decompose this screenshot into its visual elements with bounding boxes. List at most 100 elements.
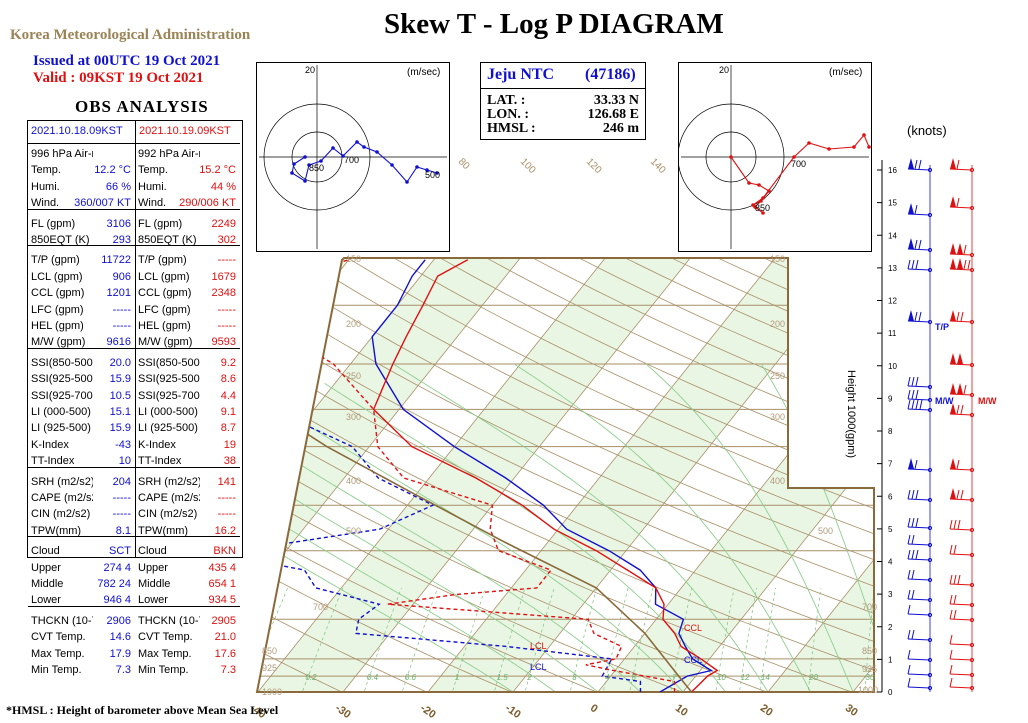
- table-cell-v1: 17.9: [109, 647, 131, 660]
- wind-barb-prev: [907, 310, 933, 325]
- isotherm-band: [257, 258, 549, 692]
- table-cell-v2: 16.2: [214, 524, 236, 537]
- moist-adiabat: [257, 497, 556, 692]
- wind-barb-curr: [949, 158, 975, 173]
- wind-marker-mw: M/W: [978, 396, 997, 406]
- table-group-divider: [28, 245, 240, 247]
- table-cell-l2: SRH (m2/s2): [138, 475, 200, 488]
- table-cell-v1: 274 4: [103, 561, 131, 574]
- temperature-tick-label: -10: [503, 702, 523, 721]
- table-cell-l2: Cloud: [138, 545, 167, 558]
- isotherm-band: [938, 223, 1028, 692]
- height-tick-label: 8: [888, 427, 893, 436]
- pressure-label-left: 400: [346, 476, 361, 486]
- mixing-ratio-line: [758, 587, 777, 692]
- hodograph-level-label: 850: [755, 203, 770, 213]
- table-cell-l2: SSI(925-500): [138, 373, 200, 386]
- series-temperature-2: [372, 259, 719, 692]
- wind-barb-curr: [949, 353, 975, 368]
- dry-adiabat-label: 120: [584, 156, 604, 176]
- wind-barb-prev: [907, 517, 933, 531]
- pressure-label-left: 1000: [262, 687, 282, 697]
- table-group-divider: [28, 536, 240, 538]
- mixing-ratio-line: [863, 587, 874, 692]
- table-cell-l1: TT-Index: [31, 455, 75, 468]
- wind-barb-curr: [949, 519, 975, 533]
- table-cell-v1: 9616: [106, 336, 131, 349]
- station-lat: 33.33 N: [593, 93, 639, 108]
- wind-barb-curr: [949, 488, 975, 503]
- table-cell-v2: 302: [217, 234, 236, 246]
- pressure-label-right: 200: [770, 319, 785, 329]
- table-cell-l2: T/P (gpm): [138, 254, 187, 267]
- table-row: Lower 946 4 Lower 934 5: [28, 592, 240, 608]
- table-cell-v2: 1679: [211, 270, 236, 283]
- hodograph-level-label: 700: [344, 155, 359, 165]
- height-tick-label: 9: [888, 394, 893, 403]
- table-cell-v1: 66 %: [105, 180, 131, 193]
- table-cell-v1: 10: [118, 455, 131, 468]
- table-cell-l2: Humi.: [138, 180, 167, 193]
- hodograph-level-label: 500: [425, 170, 440, 180]
- isotherm: [1015, 223, 1028, 702]
- dry-adiabat: [257, 258, 874, 692]
- hodograph-trace: [291, 141, 438, 183]
- dry-adiabat-label: 100: [518, 156, 538, 176]
- table-cell-l1: Min Temp.: [31, 664, 82, 676]
- table-row: Humi. 66 % Humi. 44 %: [28, 179, 240, 195]
- dry-adiabat: [257, 258, 450, 692]
- table-cell-l1: 850EQT (K): [31, 234, 90, 246]
- wind-barb-prev: [907, 389, 933, 403]
- table-row: Temp. 12.2 °C Temp. 15.2 °C: [28, 162, 240, 178]
- hodograph-point: [415, 165, 419, 169]
- temperature-tick-label: 0: [588, 702, 600, 715]
- wind-barb-curr: [949, 196, 975, 211]
- table-row: Middle 782 24 Middle 654 1: [28, 576, 240, 592]
- table-cell-l1: SRH (m2/s2): [31, 475, 93, 488]
- hodograph-point: [757, 183, 761, 187]
- table-cell-l2: Upper: [138, 561, 168, 574]
- dry-adiabat: [257, 258, 363, 692]
- table-cell-l1: Middle: [31, 578, 64, 590]
- wind-marker-mw: M/W: [935, 396, 954, 406]
- hodograph-left: (m/sec) 20 850 700 500: [256, 62, 450, 252]
- pressure-label-left: 500: [346, 526, 361, 536]
- table-cell-l1: LFC (gpm): [31, 303, 84, 316]
- table-cell-v2: 290/006 KT: [179, 197, 236, 210]
- table-cell-v2: 21.0: [214, 631, 236, 644]
- table-cell-v1: 14.6: [109, 631, 131, 644]
- table-cell-l2: TPW(mm): [138, 524, 189, 537]
- table-cell-v2: 17.6: [214, 647, 236, 660]
- table-row: SSI(925-700) 10.5 SSI(925-700) 4.4: [28, 388, 240, 404]
- table-cell-l2: M/W (gpm): [138, 336, 193, 349]
- table-cell-l2: Min Temp.: [138, 664, 189, 676]
- table-row: CAPE (m2/s2) ----- CAPE (m2/s2) -----: [28, 490, 240, 506]
- table-row: THCKN (10-7) 2906 THCKN (10-7) 2905: [28, 613, 240, 629]
- table-cell-l1: Wind.: [31, 197, 60, 210]
- table-group-divider: [28, 208, 240, 210]
- table-cell-v2: 8.7: [220, 422, 236, 435]
- dry-adiabat: [292, 258, 874, 692]
- hodograph-point: [362, 145, 366, 149]
- table-cell-v2: 2249: [211, 217, 236, 230]
- column-header-prev: 2021.10.18.09KST: [31, 125, 123, 137]
- table-cell-l1: Humi.: [31, 180, 60, 193]
- mixing-ratio-label: 20: [808, 673, 818, 682]
- table-cell-l1: TPW(mm): [31, 524, 82, 537]
- height-tick-label: 13: [888, 264, 897, 273]
- table-row: LFC (gpm) ----- LFC (gpm) -----: [28, 302, 240, 318]
- table-cell-v1: 7.3: [115, 664, 131, 676]
- height-tick-label: 5: [888, 525, 893, 534]
- table-row: LI (000-500) 15.1 LI (000-500) 9.1: [28, 404, 240, 420]
- mixing-ratio-line: [668, 587, 693, 692]
- table-cell-l1: CVT Temp.: [31, 631, 86, 644]
- station-lon: 126.68 E: [587, 107, 639, 122]
- isotherm: [334, 258, 719, 692]
- table-row: FL (gpm) 3106 FL (gpm) 2249: [28, 216, 240, 232]
- table-cell-l1: Upper: [31, 561, 61, 574]
- dry-adiabat-label: 140: [648, 156, 668, 176]
- pressure-label-left: 850: [262, 646, 277, 656]
- mixing-ratio-label: 1.5: [497, 673, 509, 682]
- hodograph-point: [767, 189, 771, 193]
- table-cell-l1: Max Temp.: [31, 647, 85, 660]
